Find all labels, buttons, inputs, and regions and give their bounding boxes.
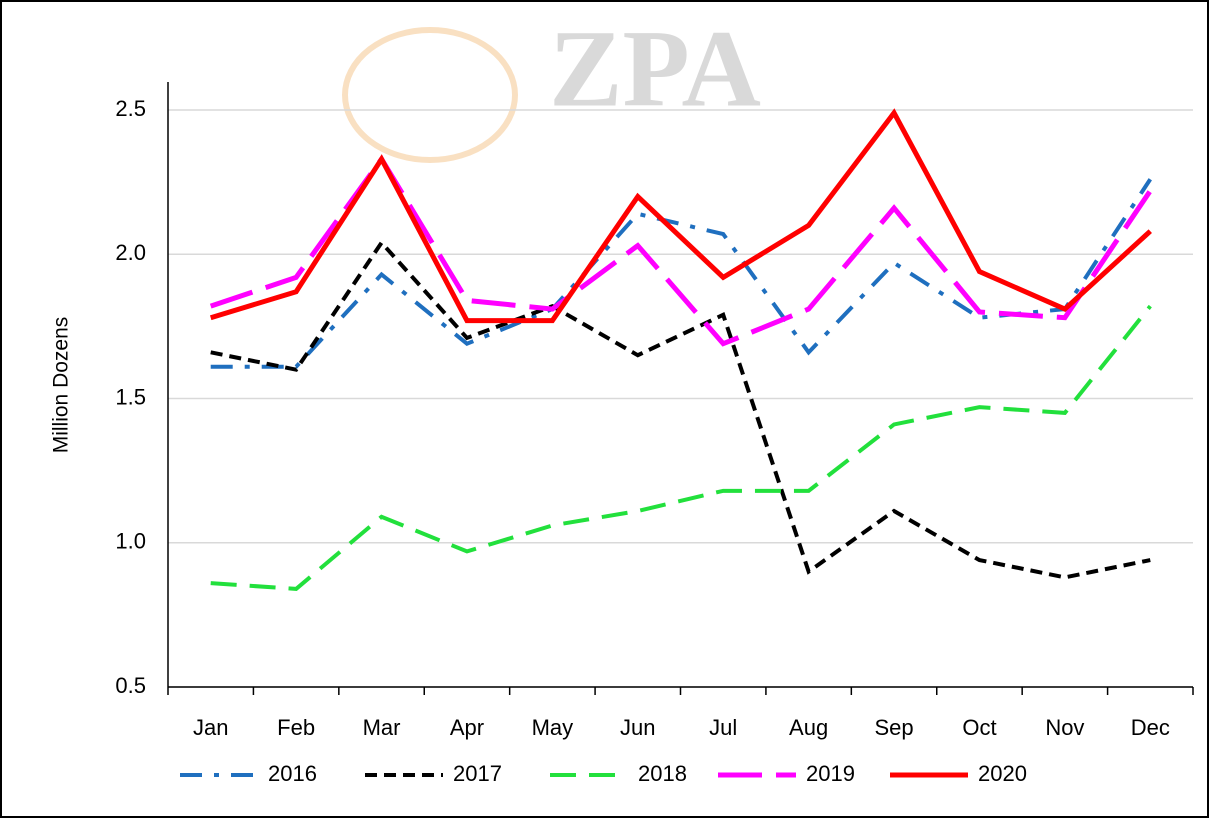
series-line [210, 239, 1151, 580]
x-tick-label: Jul [709, 715, 737, 740]
watermark-logo [342, 27, 518, 163]
x-tick-label: Feb [277, 715, 315, 740]
x-tick-label: Jun [620, 715, 655, 740]
y-tick-label: 0.5 [115, 673, 146, 698]
x-tick-label: Jan [193, 715, 228, 740]
x-tick-label: May [532, 715, 574, 740]
x-tick-label: Mar [363, 715, 401, 740]
legend-label: 2016 [268, 761, 317, 786]
x-tick-label: Nov [1045, 715, 1084, 740]
series-line [209, 108, 1152, 324]
legend-label: 2019 [806, 761, 855, 786]
y-tick-label: 1.0 [115, 529, 146, 554]
series-line [210, 304, 1152, 591]
y-axis-label: Million Dozens [50, 317, 73, 454]
series-line [210, 178, 1152, 369]
legend-label: 2020 [978, 761, 1027, 786]
x-tick-label: Aug [789, 715, 828, 740]
y-tick-label: 2.5 [115, 96, 146, 121]
x-tick-label: Dec [1131, 715, 1170, 740]
x-tick-label: Apr [450, 715, 484, 740]
x-tick-label: Sep [874, 715, 913, 740]
legend-label: 2018 [638, 761, 687, 786]
x-tick-label: Oct [962, 715, 996, 740]
y-tick-label: 2.0 [115, 240, 146, 265]
watermark: ZPA [549, 7, 761, 129]
legend-label: 2017 [453, 761, 502, 786]
y-tick-label: 1.5 [115, 384, 146, 409]
